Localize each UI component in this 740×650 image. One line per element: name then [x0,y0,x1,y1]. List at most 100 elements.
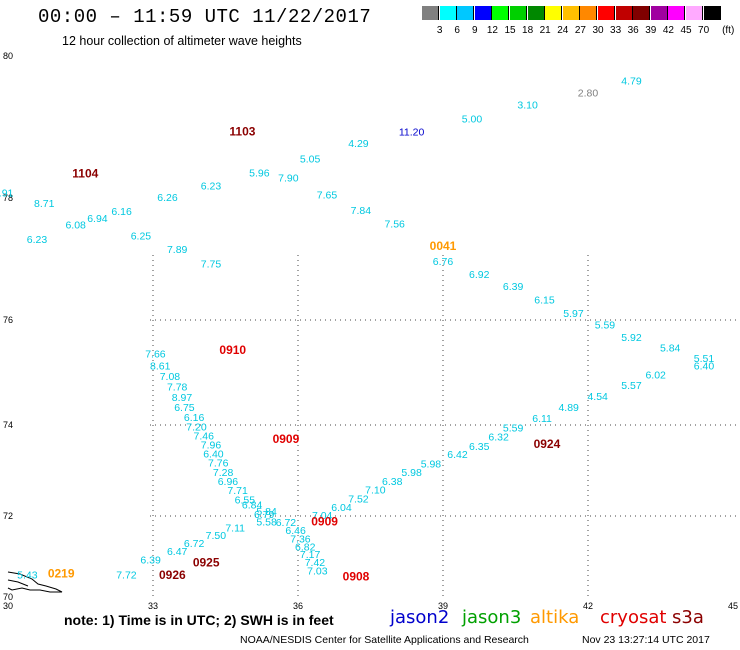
wave-height-value: 5.59 [503,422,524,434]
wave-height-value: 7.72 [116,569,137,581]
wave-height-value: 5.59 [595,319,616,331]
longitude-label: 39 [438,601,448,610]
wave-height-value: 7.50 [206,530,227,542]
wave-height-value: 5.58 [256,516,277,528]
latitude-label: 76 [3,315,13,325]
color-swatch [545,6,563,20]
color-swatch [668,6,686,20]
coastline-fragment [7,571,63,593]
coastline-path [7,571,63,593]
color-scale-label: 3 [436,25,443,36]
pass-time-label: 0909 [311,514,338,528]
wave-height-value: 6.94 [87,213,108,225]
wave-height-values: 4.79 2.80 3.10 5.00 11.20 4.29 5.05 5.96 6.23 6.2… [0,75,714,581]
pass-time-label: 0924 [534,437,561,451]
wave-height-value: 7.52 [348,493,369,505]
satellite-altika: altika [530,607,580,628]
wave-height-value: 6.16 [184,412,205,424]
wave-height-value: 6.82 [295,541,316,553]
credit-line: NOAA/NESDIS Center for Satellite Applica… [240,634,529,646]
color-scale-label: 21 [539,25,551,36]
wave-height-value: 6.16 [111,206,132,218]
pass-time-label: 1104 [72,166,98,180]
wave-height-value: 3.10 [517,100,538,112]
wave-height-value: 2.80 [578,87,599,99]
wave-height-value: 7.84 [351,205,372,217]
wave-height-value: 5.97 [563,308,584,320]
color-swatch [527,6,545,20]
page-title: 00:00 – 11:59 UTC 11/22/2017 [38,6,372,28]
color-swatch [510,6,527,20]
wave-height-value: 5.00 [462,114,483,126]
color-swatch [598,6,615,20]
coastline-path [7,579,29,587]
pass-time-labels: 1103 1104 0041 0910 0909 0924 0909 0925 0926 0908… [48,125,561,584]
wave-height-value: 6.92 [469,269,490,281]
wave-height-value: 5.51 [694,353,715,365]
units-note: note: 1) Time is in UTC; 2) SWH is in fe… [64,612,334,628]
wave-height-value: 7.11 [225,522,245,534]
wave-height-value: 6.26 [157,192,178,204]
wave-height-value: 8.61 [150,360,171,372]
wave-height-value: 5.05 [300,154,321,166]
pass-time-label: 0910 [219,343,246,357]
wave-height-value: 6.08 [65,220,86,232]
wave-height-value: 7.96 [201,440,222,452]
latitude-label: 70 [3,592,13,602]
wave-height-value: 8.91 [0,188,14,200]
color-scale-label: 15 [504,25,516,36]
wave-height-value: 5.98 [401,467,422,479]
longitude-label: 30 [3,601,13,610]
pass-time-label: 1103 [229,125,255,139]
wave-height-value: 7.10 [365,485,386,497]
color-swatch [686,6,703,20]
color-scale-label: 45 [680,25,692,36]
wave-height-value: 6.47 [167,546,188,558]
pass-time-label: 0908 [343,569,370,583]
color-swatch [703,6,721,20]
color-scale-label: 18 [522,25,534,36]
color-swatch [615,6,633,20]
wave-height-value: 6.75 [174,402,195,414]
color-scale-label: 12 [486,25,498,36]
pass-time-label: 0925 [193,556,220,570]
color-swatch [474,6,492,20]
longitude-label: 45 [728,601,738,610]
color-scale-label: 70 [698,25,710,36]
generation-timestamp: Nov 23 13:27:14 UTC 2017 [582,634,710,646]
color-scale-unit: (ft) [722,25,735,36]
wave-height-value: 7.71 [227,485,248,497]
color-swatch [650,6,668,20]
color-swatch [422,6,439,20]
wave-height-value: 7.76 [208,457,229,469]
wave-height-value: 6.55 [235,494,256,506]
wave-height-value: 6.23 [201,180,222,192]
wave-height-value: 6.32 [488,431,509,443]
wave-height-value: 7.56 [384,218,405,230]
longitude-label: 36 [293,601,303,610]
wave-height-value: 7.17 [300,549,321,561]
wave-height-value: 4.79 [621,75,642,87]
color-swatch [457,6,475,20]
wave-height-value: 4.29 [348,138,369,150]
wave-height-value: 6.42 [447,449,468,461]
wave-height-value: 6.72 [184,538,205,550]
wave-height-value: 7.04 [312,510,333,522]
wave-height-map: 30 33 36 39 42 45 80 78 76 74 72 70 4.79 2.80 3.10 5.0… [0,51,740,610]
wave-height-value: 11.20 [399,127,425,139]
wave-height-value: 5.84 [660,343,681,355]
wave-height-value: 5.92 [621,332,642,344]
wave-height-value: 6.40 [203,448,224,460]
color-scale-label: 39 [645,25,657,36]
color-scale-label: 33 [610,25,622,36]
wave-height-value: 7.89 [167,244,188,256]
wave-height-value: 6.35 [469,441,490,453]
wave-height-value: 6.04 [331,502,352,514]
wave-height-value: 6.76 [433,256,454,268]
wave-height-value: 6.39 [503,281,524,293]
wave-height-value: 7.28 [213,467,234,479]
color-scale-label: 30 [592,25,604,36]
wave-height-value: 6.72 [276,517,297,529]
color-scale-label: 36 [627,25,639,36]
wave-height-value: 7.36 [290,533,311,545]
